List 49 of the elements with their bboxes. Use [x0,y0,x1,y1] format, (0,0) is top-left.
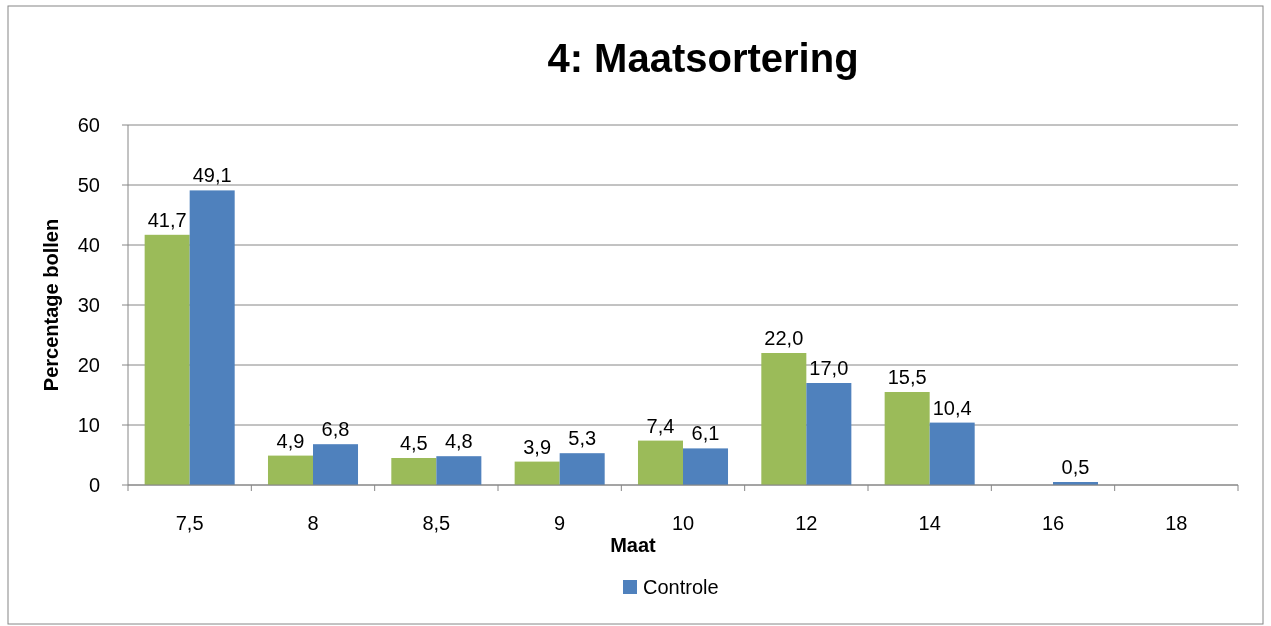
data-label: 41,7 [147,208,187,231]
x-tick-label: 16 [1041,512,1065,534]
x-tick-label: 8,5 [422,512,451,534]
bar [559,453,605,485]
data-label: 49,1 [192,164,232,187]
y-tick-label: 60 [77,114,100,136]
bar [144,234,190,485]
y-tick-label: 0 [88,474,100,496]
bar [189,190,235,485]
data-label: 0,5 [1061,456,1090,478]
x-tick-label: 9 [554,512,566,534]
data-label: 4,8 [444,430,473,453]
y-tick-label: 20 [77,354,100,376]
x-tick-label: 12 [795,512,818,534]
y-tick-label: 40 [77,234,100,256]
data-label: 15,5 [887,366,927,388]
data-label: 10,4 [932,396,972,419]
x-tick-label: 18 [1165,512,1188,534]
data-label: 7,4 [646,414,675,437]
x-tick-label: 7,5 [175,512,204,534]
bar [806,383,852,485]
bar [313,444,359,485]
data-label: 5,3 [568,427,597,450]
bar [884,392,930,485]
data-label: 6,8 [321,418,350,441]
y-axis-title: Percentage bollen [40,218,62,392]
data-label: 6,1 [691,422,720,445]
bar [514,461,560,485]
data-label: 4,9 [276,429,305,452]
y-tick-label: 50 [77,174,100,196]
y-tick-label: 30 [77,294,100,316]
data-label: 3,9 [523,435,552,458]
y-tick-label: 10 [77,414,100,436]
data-label: 17,0 [809,357,849,379]
bar [637,440,683,485]
bar [391,458,437,485]
chart-title: 4: Maatsortering [547,36,859,80]
x-tick-label: 14 [918,512,941,534]
data-label: 22,0 [764,327,804,349]
data-label: 4,5 [399,432,428,454]
bar [683,448,729,485]
bar [929,422,975,485]
bar [267,455,313,485]
x-axis-title: Maat [610,534,657,556]
x-tick-label: 8 [307,512,319,534]
bar [761,353,807,485]
x-tick-label: 10 [671,512,695,534]
bar [436,456,482,485]
legend-label: Controle [643,576,719,598]
